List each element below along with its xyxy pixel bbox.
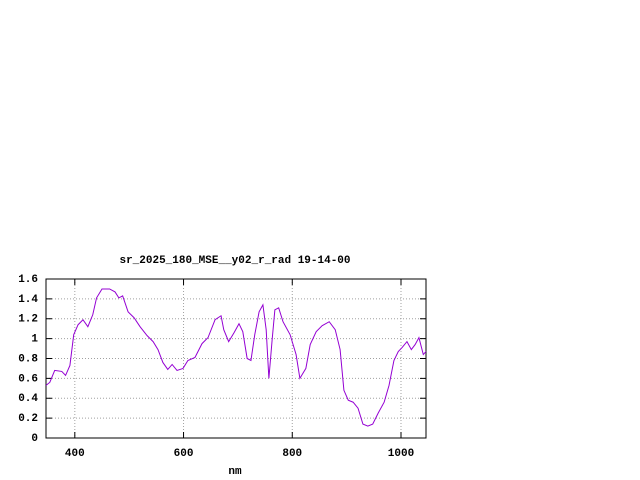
x-tick-label: 800	[282, 448, 302, 460]
y-tick-label: 1.6	[18, 274, 38, 286]
x-tick-label: 600	[174, 448, 194, 460]
x-axis-label: nm	[228, 466, 242, 478]
chart-title: sr_2025_180_MSE__y02_r_rad 19-14-00	[119, 255, 350, 267]
y-tick-label: 0	[31, 433, 38, 445]
y-tick-label: 0.4	[18, 393, 38, 405]
y-tick-label: 0.8	[18, 353, 38, 365]
plot-border	[45, 278, 427, 439]
x-tick-label: 1000	[388, 448, 414, 460]
y-tick-label: 1	[31, 334, 38, 346]
y-tick-label: 0.2	[18, 413, 38, 425]
y-tick-label: 1.2	[18, 314, 38, 326]
x-tick-label: 400	[65, 448, 85, 460]
y-tick-label: 0.6	[18, 373, 38, 385]
data-line	[45, 288, 427, 427]
y-tick-label: 1.4	[18, 294, 38, 306]
